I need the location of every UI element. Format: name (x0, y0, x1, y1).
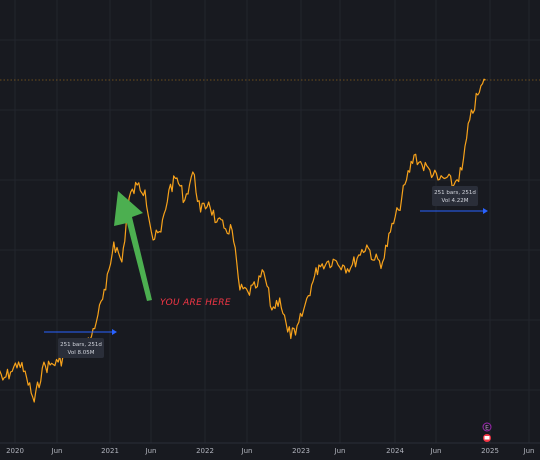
measure-tool-2[interactable]: 251 bars, 251d Vol 4.22M (420, 186, 488, 214)
x-tick-label: Jun (523, 447, 535, 455)
x-tick-label: Jun (430, 447, 442, 455)
x-tick-label: Jun (334, 447, 346, 455)
events-marker[interactable]: E (482, 422, 492, 432)
x-tick-label: 2024 (386, 447, 404, 455)
x-tick-label: Jun (241, 447, 253, 455)
measure-box-line2: Vol 4.22M (442, 198, 469, 204)
x-tick-label: 2023 (292, 447, 310, 455)
measure-box-line1: 251 bars, 251d (60, 342, 102, 348)
measure-box (58, 338, 104, 358)
x-tick-label: 2022 (196, 447, 214, 455)
measure-tool-1[interactable]: 251 bars, 251d Vol 8.05M (44, 329, 117, 358)
time-axis[interactable]: 2020 Jun 2021 Jun 2022 Jun 2023 Jun 2024 Jun 2025 J… (6, 447, 534, 455)
x-tick-label: Jun (145, 447, 157, 455)
events-icon-letter: E (485, 425, 489, 432)
arrow-head-icon (483, 208, 488, 214)
measure-box-line1: 251 bars, 251d (434, 190, 476, 196)
measure-box (432, 186, 478, 206)
x-tick-label: 2020 (6, 447, 24, 455)
x-tick-label: Jun (51, 447, 63, 455)
arrow-head-icon (112, 329, 117, 335)
events-icon (482, 422, 492, 432)
annotation-text[interactable]: YOU ARE HERE (160, 298, 231, 308)
flag-marker[interactable] (483, 434, 491, 442)
flag-icon-glyph (484, 436, 490, 440)
measure-box-line2: Vol 8.05M (68, 350, 95, 356)
green-arrow-icon[interactable] (114, 191, 152, 301)
x-tick-label: 2021 (101, 447, 119, 455)
x-tick-label: 2025 (481, 447, 499, 455)
grid (0, 0, 540, 443)
